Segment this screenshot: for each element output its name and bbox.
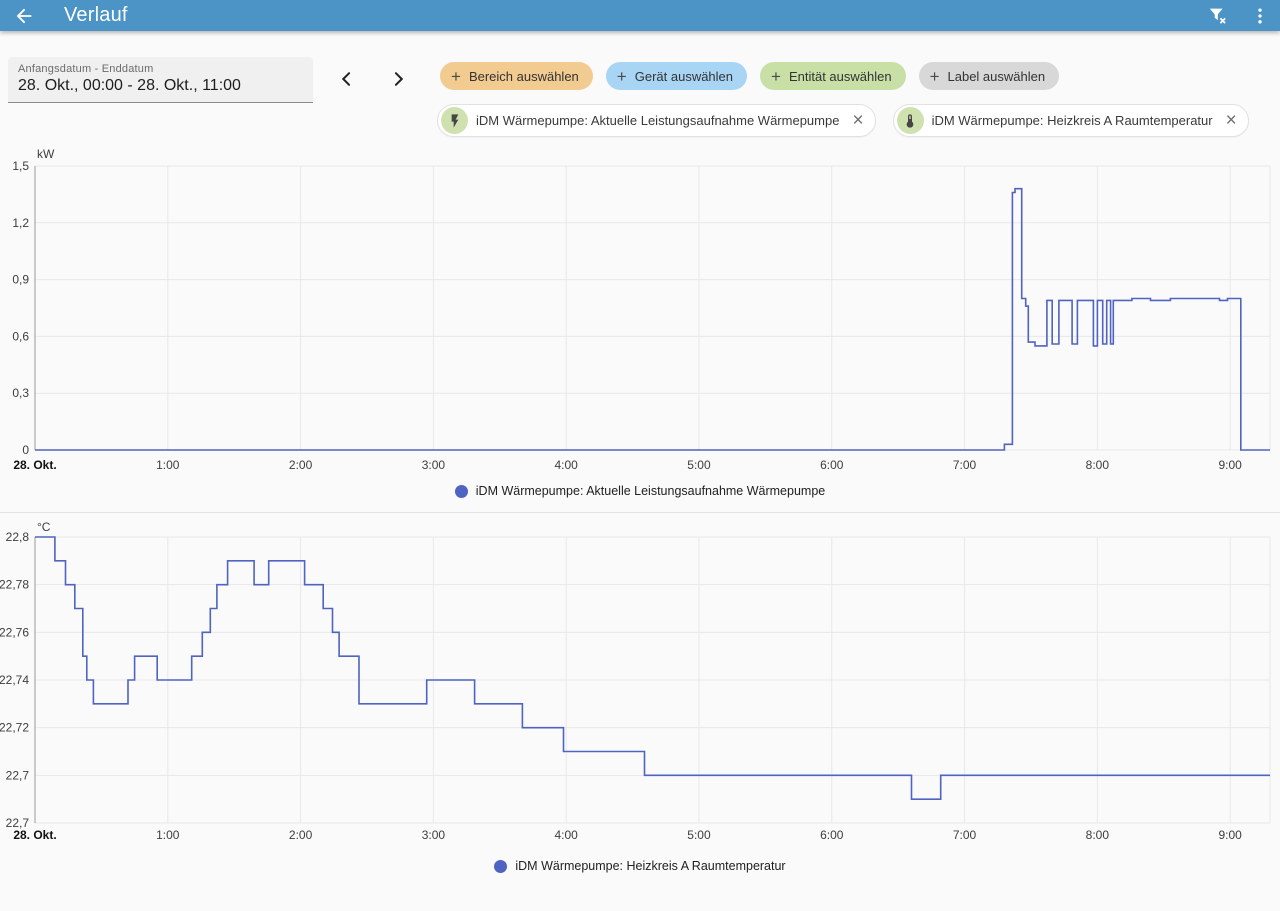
select-device-chip[interactable]: + Gerät auswählen	[605, 62, 748, 90]
svg-text:0,9: 0,9	[12, 273, 29, 287]
svg-text:22,74: 22,74	[0, 673, 29, 687]
svg-text:22,7: 22,7	[6, 768, 30, 782]
select-entity-chip[interactable]: + Entität auswählen	[760, 62, 906, 90]
filter-remove-icon	[1209, 8, 1226, 24]
svg-text:28. Okt.: 28. Okt.	[13, 828, 56, 842]
entity-chip-temperature[interactable]: iDM Wärmepumpe: Heizkreis A Raumtemperat…	[892, 104, 1249, 137]
svg-text:8:00: 8:00	[1086, 828, 1110, 842]
svg-text:5:00: 5:00	[687, 828, 711, 842]
dots-vertical-icon	[1258, 8, 1262, 23]
legend-label: iDM Wärmepumpe: Heizkreis A Raumtemperat…	[515, 859, 786, 873]
chevron-left-icon	[341, 72, 351, 86]
date-range-value: 28. Okt., 00:00 - 28. Okt., 11:00	[18, 77, 241, 94]
svg-text:9:00: 9:00	[1218, 458, 1242, 472]
svg-text:1,2: 1,2	[12, 216, 29, 230]
svg-text:4:00: 4:00	[555, 828, 579, 842]
chip-label: Entität auswählen	[788, 68, 892, 84]
temperature-chart-legend: iDM Wärmepumpe: Heizkreis A Raumtemperat…	[0, 853, 1280, 879]
power-chart[interactable]: 0 0,3 0,6 0,9 1,2 1,5 28. Okt. 1:00 2:00 3:00 4:00…	[0, 143, 1280, 476]
plus-icon: +	[616, 66, 627, 86]
svg-text:6:00: 6:00	[820, 828, 844, 842]
svg-text:1:00: 1:00	[156, 458, 180, 472]
entity-chip-label: iDM Wärmepumpe: Heizkreis A Raumtemperat…	[931, 113, 1213, 128]
svg-text:22,72: 22,72	[0, 721, 29, 735]
legend-dot	[494, 859, 508, 873]
svg-text:22,76: 22,76	[0, 625, 29, 639]
chevron-right-icon	[394, 72, 404, 86]
svg-text:7:00: 7:00	[953, 828, 977, 842]
page-title: Verlauf	[64, 4, 128, 26]
entity-chip-power[interactable]: iDM Wärmepumpe: Aktuelle Leistungsaufnah…	[437, 104, 876, 137]
section-divider	[0, 512, 1280, 513]
svg-text:5:00: 5:00	[687, 458, 711, 472]
svg-text:2:00: 2:00	[289, 828, 313, 842]
flash-icon	[451, 113, 458, 128]
entity-icon-circle	[441, 107, 468, 134]
filter-remove-button[interactable]	[1196, 0, 1240, 31]
select-area-chip[interactable]: + Bereich auswählen	[440, 62, 593, 90]
entity-chip-label: iDM Wärmepumpe: Aktuelle Leistungsaufnah…	[476, 113, 840, 128]
remove-entity-button[interactable]: ×	[847, 111, 868, 130]
svg-text:4:00: 4:00	[555, 458, 579, 472]
plus-icon: +	[451, 66, 461, 86]
svg-text:°C: °C	[37, 520, 51, 534]
svg-text:8:00: 8:00	[1086, 458, 1110, 472]
remove-entity-button[interactable]: ×	[1221, 111, 1242, 130]
chip-label: Label auswählen	[947, 68, 1046, 84]
entity-chip-row: iDM Wärmepumpe: Aktuelle Leistungsaufnah…	[437, 104, 1249, 137]
svg-text:0,6: 0,6	[12, 329, 29, 343]
svg-text:9:00: 9:00	[1218, 828, 1242, 842]
app-header: Verlauf	[0, 0, 1280, 31]
filter-chip-row: + Bereich auswählen + Gerät auswählen + …	[440, 62, 1060, 90]
legend-dot	[454, 484, 468, 498]
svg-text:3:00: 3:00	[422, 458, 446, 472]
date-range-field[interactable]: Anfangsdatum - Enddatum 28. Okt., 00:00 …	[8, 57, 313, 103]
back-button[interactable]	[0, 0, 48, 31]
chip-label: Bereich auswählen	[468, 68, 579, 84]
legend-label: iDM Wärmepumpe: Aktuelle Leistungsaufnah…	[475, 484, 826, 498]
svg-text:0: 0	[22, 443, 29, 457]
plus-icon: +	[771, 66, 781, 86]
svg-text:28. Okt.: 28. Okt.	[13, 458, 56, 472]
prev-period-button[interactable]	[330, 64, 364, 94]
thermometer-icon	[906, 113, 914, 128]
svg-text:1:00: 1:00	[156, 828, 180, 842]
svg-text:kW: kW	[37, 147, 55, 161]
overflow-menu-button[interactable]	[1240, 0, 1280, 31]
svg-text:22,8: 22,8	[6, 530, 30, 544]
svg-text:22,7: 22,7	[6, 816, 30, 830]
power-chart-legend: iDM Wärmepumpe: Aktuelle Leistungsaufnah…	[0, 478, 1280, 504]
plus-icon: +	[929, 66, 940, 86]
entity-icon-circle	[896, 107, 924, 134]
svg-text:2:00: 2:00	[289, 458, 313, 472]
temperature-chart[interactable]: 22,7 22,7 22,72 22,74 22,76 22,78 22,8 28. Okt.…	[0, 513, 1280, 851]
svg-text:0,3: 0,3	[12, 386, 29, 400]
chip-label: Gerät auswählen	[634, 68, 734, 84]
select-label-chip[interactable]: + Label auswählen	[918, 62, 1060, 90]
svg-text:3:00: 3:00	[422, 828, 446, 842]
svg-text:1,5: 1,5	[12, 159, 29, 173]
svg-text:22,78: 22,78	[0, 578, 29, 592]
filter-toolbar: Anfangsdatum - Enddatum 28. Okt., 00:00 …	[0, 31, 1280, 143]
next-period-button[interactable]	[381, 64, 415, 94]
svg-text:7:00: 7:00	[953, 458, 977, 472]
date-range-label: Anfangsdatum - Enddatum	[18, 63, 154, 75]
svg-text:6:00: 6:00	[820, 458, 844, 472]
arrow-left-icon	[16, 8, 32, 23]
